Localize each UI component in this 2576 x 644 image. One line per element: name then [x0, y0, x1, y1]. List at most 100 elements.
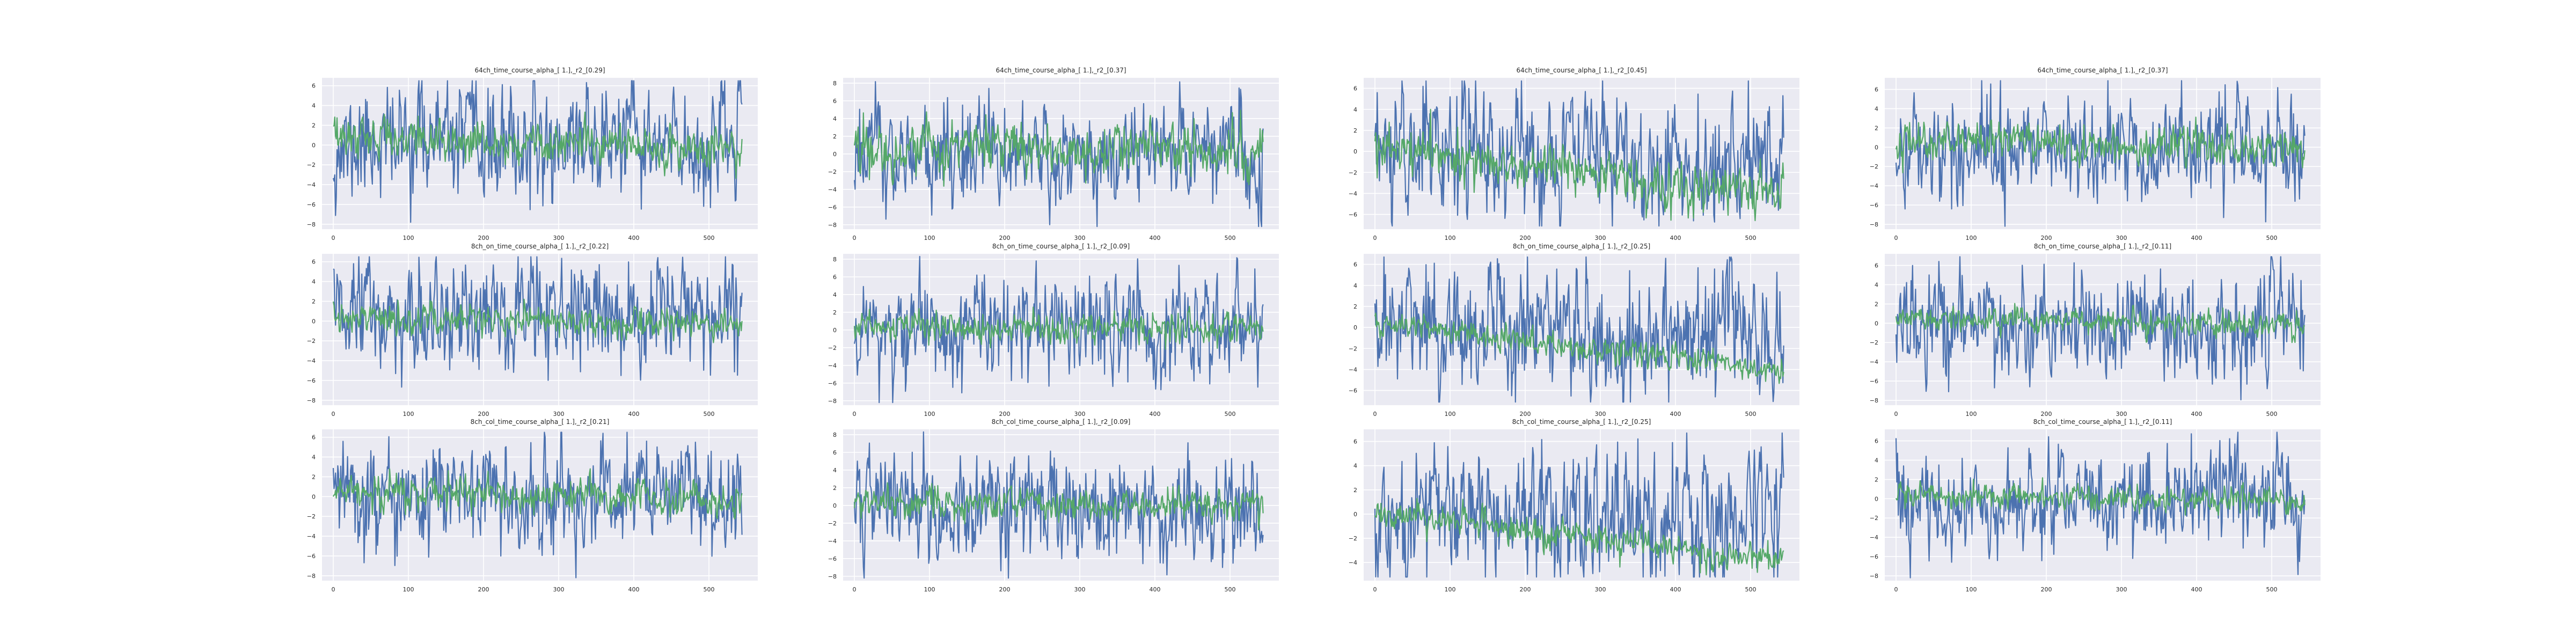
y-tick-label: −4: [1870, 182, 1878, 189]
x-tick-label: 100: [924, 411, 935, 418]
x-tick-label: 200: [478, 586, 489, 593]
y-tick-label: −6: [1870, 553, 1878, 560]
y-tick-label: 2: [312, 122, 316, 129]
y-tick-label: 0: [1875, 320, 1878, 327]
y-tick-label: 2: [833, 485, 837, 492]
y-tick-label: −2: [828, 345, 837, 352]
chart-title: 8ch_col_time_course_alpha_[ 1.],_r2_[0.0…: [992, 418, 1131, 426]
x-tick-label: 400: [1670, 411, 1681, 418]
chart-panel: 0 100 200 300 400 500 −8 −6 −4 −2 0 2 4 6 8 8ch_on_time…: [828, 243, 1279, 418]
y-tick-label: 0: [312, 318, 316, 325]
chart-title: 64ch_time_course_alpha_[ 1.],_r2_[0.37]: [2037, 67, 2168, 74]
y-tick-label: 4: [312, 103, 316, 109]
x-tick-label: 500: [1225, 411, 1236, 418]
y-tick-label: −4: [307, 357, 316, 364]
y-tick-label: 6: [312, 434, 316, 441]
x-tick-label: 500: [2266, 586, 2278, 593]
x-tick-label: 200: [1520, 586, 1531, 593]
x-tick-label: 300: [553, 235, 565, 241]
y-tick-label: 4: [1353, 106, 1357, 113]
y-tick-label: −6: [307, 201, 316, 208]
x-tick-label: 100: [1966, 586, 1977, 593]
chart-title: 64ch_time_course_alpha_[ 1.],_r2_[0.37]: [996, 67, 1126, 74]
x-tick-label: 400: [2191, 411, 2202, 418]
y-tick-label: −6: [1870, 378, 1878, 385]
series-line-green: [332, 298, 743, 343]
y-tick-label: 0: [833, 327, 837, 334]
y-tick-label: −6: [828, 555, 837, 562]
x-tick-label: 200: [999, 586, 1011, 593]
y-tick-label: 2: [1353, 303, 1357, 310]
chart-panel: 0 100 200 300 400 500 −6 −4 −2 0 2 4 6 8ch_on_time_co…: [1349, 243, 1799, 418]
x-tick-label: 300: [2116, 586, 2127, 593]
chart-panel: 0 100 200 300 400 500 −6 −4 −2 0 2 4 6 64ch_time_cour…: [1349, 67, 1799, 241]
chart-panel: 0 100 200 300 400 500 −8 −6 −4 −2 0 2 4 6 8 8ch_col_tim…: [828, 418, 1279, 593]
series-line-green: [853, 109, 1264, 187]
x-tick-label: 500: [1225, 235, 1236, 241]
y-tick-label: −4: [1349, 559, 1357, 566]
x-tick-label: 200: [999, 411, 1011, 418]
series-line-green: [332, 468, 743, 519]
chart-title: 64ch_time_course_alpha_[ 1.],_r2_[0.29]: [474, 67, 605, 74]
y-tick-label: −2: [1870, 339, 1878, 346]
y-tick-label: 0: [1353, 324, 1357, 331]
y-tick-label: −8: [307, 573, 316, 580]
x-tick-label: 500: [1745, 235, 1757, 241]
x-tick-label: 300: [1074, 235, 1086, 241]
x-tick-label: 0: [1373, 235, 1377, 241]
x-tick-label: 400: [1150, 235, 1161, 241]
y-tick-label: −8: [307, 221, 316, 228]
x-tick-label: 100: [1966, 235, 1977, 241]
x-tick-label: 400: [1670, 586, 1681, 593]
y-tick-label: 0: [833, 151, 837, 158]
x-tick-label: 0: [332, 411, 335, 418]
chart-panel: 0 100 200 300 400 500 −8 −6 −4 −2 0 2 4 6 8ch_col_time…: [307, 418, 758, 593]
x-tick-label: 400: [2191, 586, 2202, 593]
y-tick-label: −4: [1349, 190, 1357, 197]
chart-title: 8ch_col_time_course_alpha_[ 1.],_r2_[0.2…: [471, 418, 610, 426]
x-tick-label: 500: [1745, 411, 1757, 418]
x-tick-label: 0: [1894, 235, 1898, 241]
series-line-blue: [853, 431, 1264, 579]
y-tick-label: −2: [307, 338, 316, 345]
y-tick-label: −2: [307, 513, 316, 520]
x-tick-label: 100: [1445, 411, 1456, 418]
series-line-green: [1895, 477, 2306, 517]
y-tick-label: −6: [828, 204, 837, 211]
y-tick-label: −8: [307, 397, 316, 404]
x-tick-label: 100: [403, 235, 414, 241]
x-tick-label: 500: [704, 411, 715, 418]
y-tick-label: 0: [1353, 148, 1357, 155]
y-tick-label: 2: [1353, 127, 1357, 134]
y-tick-label: −6: [1349, 211, 1357, 218]
chart-panel: 0 100 200 300 400 500 −8 −6 −4 −2 0 2 4 6 8ch_col_time…: [1870, 418, 2321, 593]
y-tick-label: 8: [833, 80, 837, 87]
x-tick-label: 100: [924, 586, 935, 593]
y-tick-label: −8: [828, 222, 837, 229]
y-tick-label: −6: [1870, 202, 1878, 209]
y-tick-label: 4: [312, 279, 316, 286]
y-tick-label: −4: [307, 181, 316, 188]
y-tick-label: 6: [1353, 261, 1357, 268]
y-tick-label: 6: [1353, 438, 1357, 445]
y-tick-label: −8: [1870, 221, 1878, 228]
y-tick-label: −6: [828, 380, 837, 387]
x-tick-label: 300: [1074, 411, 1086, 418]
y-tick-label: 8: [833, 431, 837, 438]
chart-panel: 0 100 200 300 400 500 −8 −6 −4 −2 0 2 4 6 8ch_on_time_…: [1870, 243, 2321, 418]
y-tick-label: 4: [833, 467, 837, 474]
x-tick-label: 0: [1373, 586, 1377, 593]
y-tick-label: 2: [312, 298, 316, 305]
y-tick-label: −6: [307, 553, 316, 560]
y-tick-label: 0: [312, 142, 316, 149]
x-tick-label: 400: [1150, 586, 1161, 593]
x-tick-label: 200: [2041, 411, 2052, 418]
x-tick-label: 400: [628, 235, 640, 241]
x-tick-label: 300: [2116, 235, 2127, 241]
y-tick-label: −2: [1870, 515, 1878, 522]
y-tick-label: −2: [1349, 535, 1357, 542]
series-line-green: [853, 482, 1264, 531]
y-tick-label: 2: [1353, 487, 1357, 494]
chart-title: 8ch_on_time_course_alpha_[ 1.],_r2_[0.22…: [471, 243, 609, 250]
x-tick-label: 0: [1894, 411, 1898, 418]
